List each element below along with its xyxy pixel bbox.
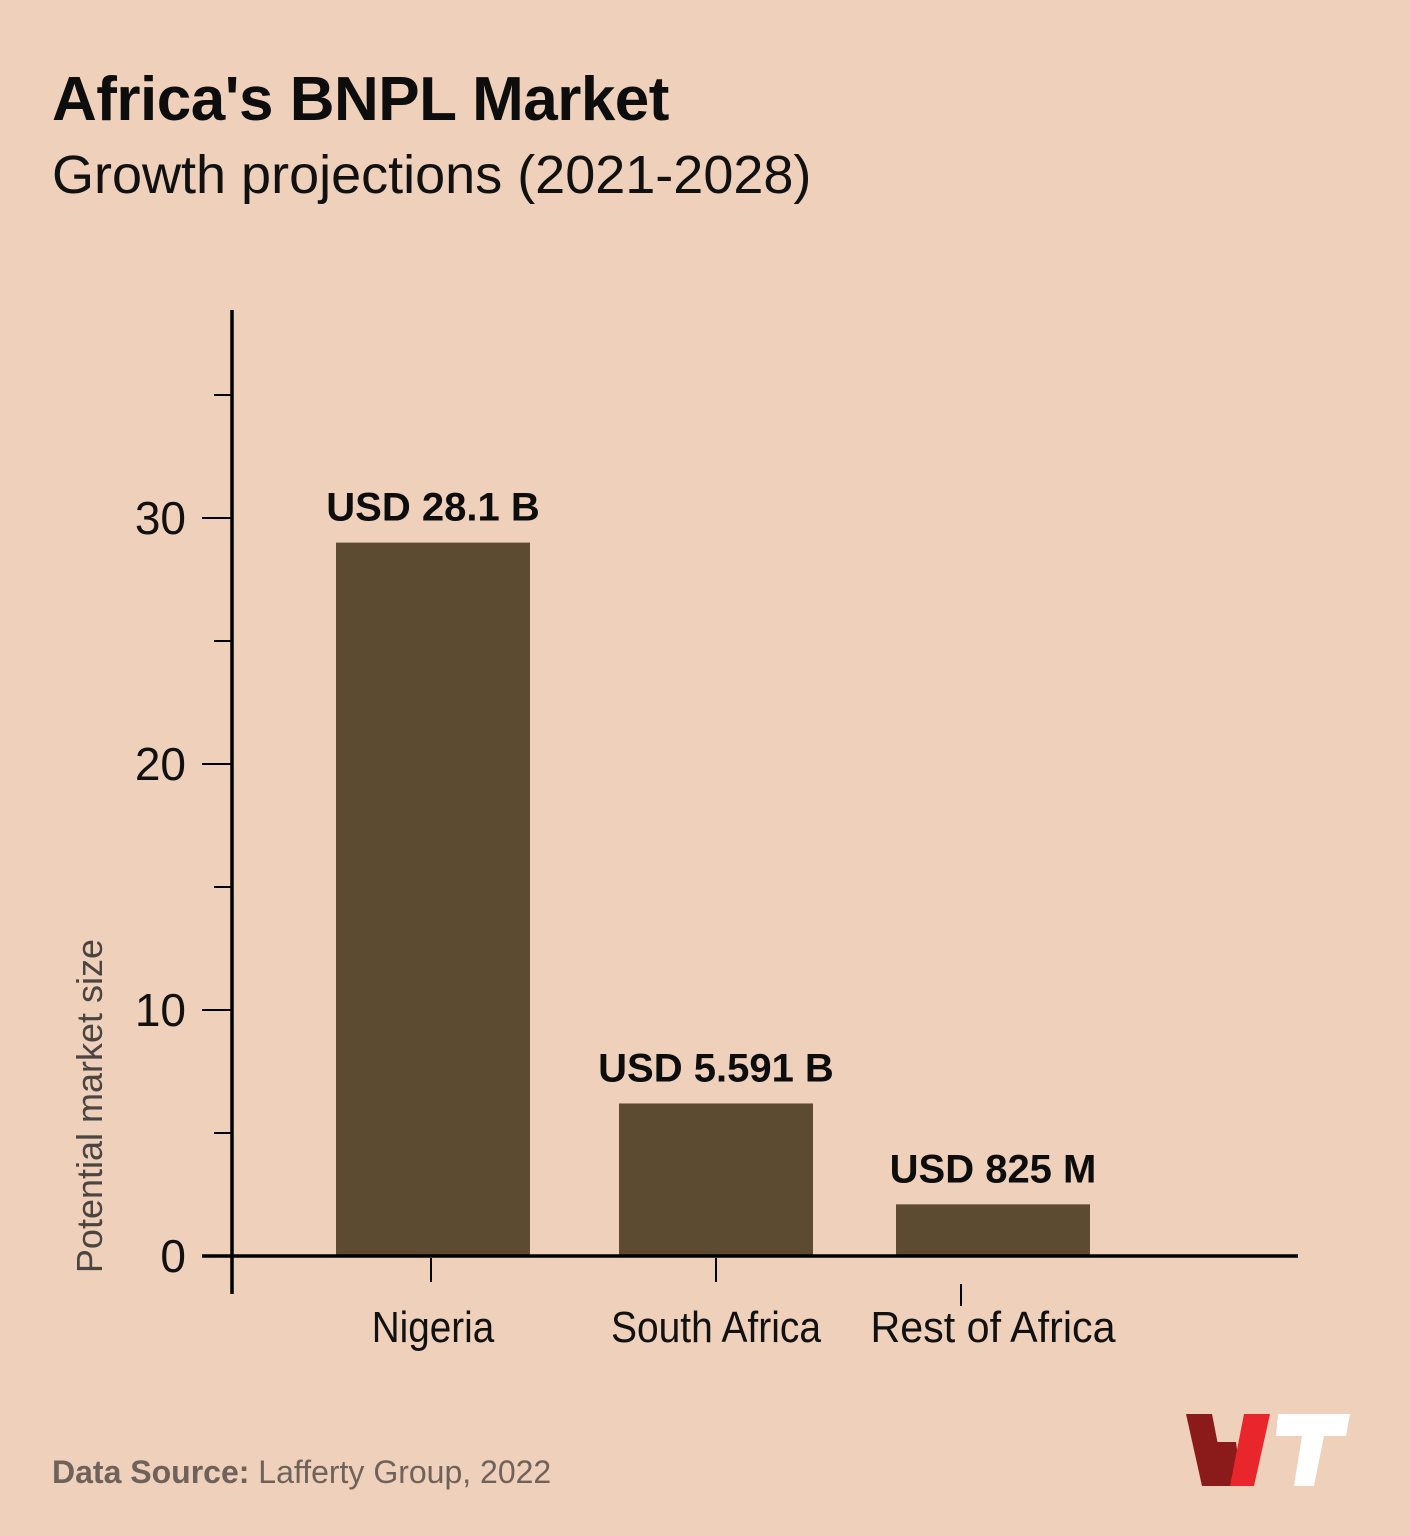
x-tick-label: Rest of Africa [871, 1303, 1116, 1352]
bar-south-africa [619, 1103, 813, 1256]
logo-w-stroke-3 [1230, 1414, 1270, 1486]
logo-t-shape [1276, 1414, 1350, 1486]
bar-nigeria [336, 542, 530, 1256]
bar-chart: USD 28.1 B USD 5.591 B USD 825 M 0 10 20 30 Nig… [69, 310, 1298, 1352]
data-label: USD 5.591 B [598, 1046, 834, 1090]
logo-w-stroke-1 [1186, 1414, 1226, 1486]
data-source-text: Lafferty Group, 2022 [258, 1454, 552, 1490]
labels-layer: USD 28.1 B USD 5.591 B USD 825 M 0 10 20 30 Nig… [69, 486, 1116, 1352]
chart-title: Africa's BNPL Market [52, 65, 669, 134]
data-label: USD 28.1 B [326, 486, 539, 530]
y-axis-label: Potential market size [69, 939, 110, 1273]
bars-layer [336, 542, 1090, 1256]
axes-layer [202, 310, 1298, 1306]
x-tick-label: Nigeria [372, 1303, 495, 1352]
y-tick-label: 0 [160, 1230, 186, 1282]
wt-logo [1186, 1414, 1350, 1486]
data-source: Data Source: Lafferty Group, 2022 [52, 1454, 551, 1491]
chart-subtitle: Growth projections (2021-2028) [52, 145, 812, 205]
x-tick-label: South Africa [611, 1303, 821, 1352]
data-source-label: Data Source: [52, 1454, 250, 1490]
bar-rest-of-africa [896, 1204, 1090, 1256]
y-tick-label: 20 [135, 738, 186, 790]
y-tick-label: 30 [135, 492, 186, 544]
data-label: USD 825 M [890, 1147, 1097, 1191]
y-tick-label: 10 [135, 984, 186, 1036]
